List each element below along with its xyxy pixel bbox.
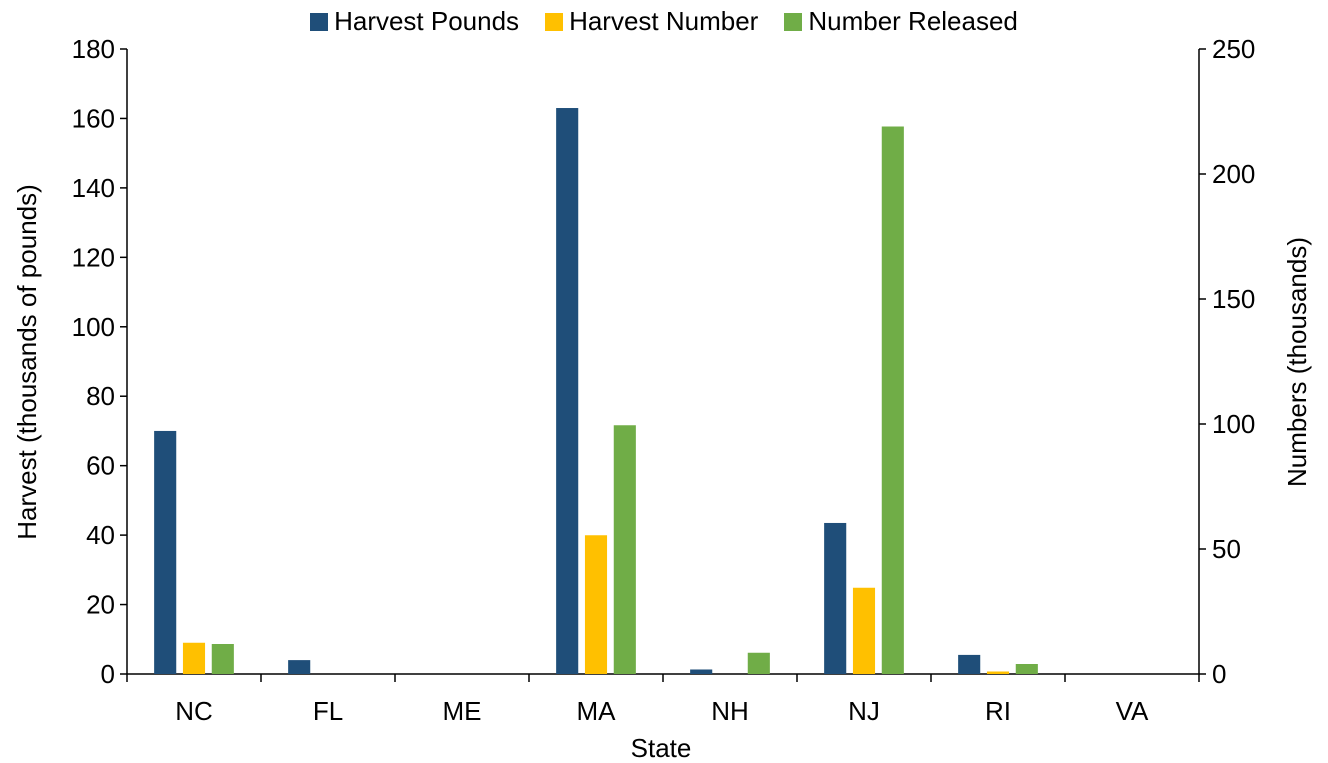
- y-right-tick-label: 100: [1212, 409, 1255, 439]
- bar: [824, 522, 847, 674]
- legend-swatch-harvest-number: [545, 12, 564, 31]
- y-left-tick-label: 0: [101, 659, 115, 689]
- x-tick-label: MA: [577, 696, 617, 726]
- legend-item-harvest-number: Harvest Number: [545, 6, 758, 37]
- x-tick-label: VA: [1116, 696, 1149, 726]
- legend-item-harvest-pounds: Harvest Pounds: [310, 6, 519, 37]
- bar: [584, 535, 608, 674]
- y-right-tick-label: 150: [1212, 284, 1255, 314]
- y-left-tick-label: 60: [86, 451, 115, 481]
- x-tick-label: NJ: [848, 696, 880, 726]
- x-tick-label: RI: [985, 696, 1011, 726]
- bar: [182, 642, 206, 674]
- legend-swatch-harvest-pounds: [310, 12, 329, 31]
- y-left-tick-label: 80: [86, 381, 115, 411]
- legend-label-harvest-pounds: Harvest Pounds: [334, 6, 520, 36]
- y-right-tick-label: 250: [1212, 34, 1255, 64]
- bar: [690, 669, 713, 674]
- bar: [986, 671, 1010, 674]
- bar: [154, 430, 177, 674]
- legend: Harvest Pounds Harvest Number Number Rel…: [0, 6, 1328, 37]
- legend-item-number-released: Number Released: [784, 6, 1018, 37]
- y-left-tick-label: 180: [72, 34, 115, 64]
- bar: [958, 654, 981, 674]
- bar: [852, 587, 876, 674]
- y-left-tick-label: 160: [72, 103, 115, 133]
- y-left-tick-label: 140: [72, 173, 115, 203]
- x-tick-label: NC: [175, 696, 213, 726]
- x-tick-label: FL: [313, 696, 343, 726]
- y-left-tick-label: 120: [72, 242, 115, 272]
- y-right-tick-label: 0: [1212, 659, 1226, 689]
- bar: [613, 425, 636, 674]
- y-axis-right-title: Numbers (thousands): [1282, 237, 1312, 487]
- bar: [881, 126, 904, 674]
- y-axis-left-title: Harvest (thousands of pounds): [12, 184, 42, 540]
- legend-label-number-released: Number Released: [808, 6, 1018, 36]
- bar: [556, 108, 579, 675]
- x-tick-label: ME: [443, 696, 482, 726]
- y-left-tick-label: 20: [86, 590, 115, 620]
- legend-swatch-number-released: [784, 12, 803, 31]
- bar: [747, 652, 770, 674]
- y-left-tick-label: 40: [86, 520, 115, 550]
- x-tick-label: NH: [711, 696, 749, 726]
- y-right-tick-label: 200: [1212, 159, 1255, 189]
- x-axis-title: State: [631, 733, 692, 763]
- bar: [288, 660, 311, 674]
- y-left-tick-label: 100: [72, 312, 115, 342]
- bar: [211, 644, 234, 674]
- y-right-tick-label: 50: [1212, 534, 1241, 564]
- legend-label-harvest-number: Harvest Number: [569, 6, 759, 36]
- bar: [1015, 664, 1038, 674]
